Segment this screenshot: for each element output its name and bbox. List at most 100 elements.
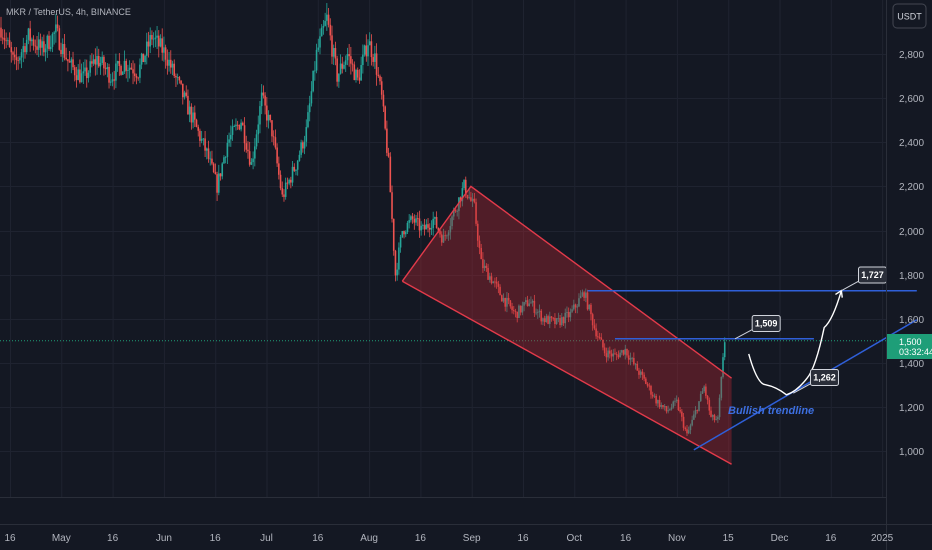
candle-body <box>187 95 189 115</box>
candle-body <box>137 77 139 79</box>
candle-body <box>120 66 122 75</box>
candle-body <box>684 427 687 430</box>
candle-body <box>723 342 726 358</box>
currency-button-label: USDT <box>897 12 922 22</box>
candle-body <box>286 182 289 184</box>
currency-button[interactable]: USDT <box>892 3 927 29</box>
candle-body <box>157 35 160 47</box>
candle-body <box>72 59 74 68</box>
candle-body <box>698 401 700 411</box>
candle-body <box>214 172 217 175</box>
grid <box>0 0 886 497</box>
candle-body <box>44 48 47 53</box>
candle-body <box>161 38 164 53</box>
candle-body <box>576 306 579 308</box>
candle-body <box>13 54 16 58</box>
candle-body <box>449 226 452 233</box>
candle-body <box>571 309 573 312</box>
candle-body <box>327 14 330 25</box>
candle-body <box>169 59 172 68</box>
candle-body <box>662 405 664 408</box>
price-tick-label: 1,000 <box>899 447 924 458</box>
candle-body <box>653 395 656 397</box>
candle-body <box>497 283 500 287</box>
candle-body <box>540 310 543 322</box>
candle-body <box>351 63 354 65</box>
candle-body <box>660 405 663 407</box>
candle-body <box>627 355 630 360</box>
candle-body <box>430 228 433 230</box>
candle-body <box>485 265 488 268</box>
candle-body <box>715 419 717 421</box>
candle-body <box>113 79 115 81</box>
candle-body <box>514 311 517 312</box>
candle-body <box>130 67 133 70</box>
candle-body <box>338 73 340 82</box>
candle-body <box>106 66 109 70</box>
candle-body <box>159 38 162 47</box>
candle-body <box>180 80 182 84</box>
candle-body <box>248 151 251 165</box>
candle-body <box>209 158 212 160</box>
candle-body <box>116 61 119 64</box>
candle-body <box>456 211 458 212</box>
candle-body <box>691 419 693 426</box>
candle-body <box>717 417 719 420</box>
candle-body <box>574 304 577 308</box>
candle-body <box>605 353 608 358</box>
candle-body <box>307 112 309 128</box>
candle-body <box>104 68 107 70</box>
candle-body <box>339 63 342 74</box>
time-tick-label: 16 <box>620 533 632 544</box>
candle-body <box>281 188 284 195</box>
candle-body <box>650 385 652 395</box>
candle-body <box>300 142 302 155</box>
candle-body <box>432 218 434 229</box>
candle-body <box>588 304 591 310</box>
candle-body <box>245 143 248 150</box>
candle-body <box>278 163 280 175</box>
candle-body <box>183 92 186 98</box>
candle-body <box>262 92 265 96</box>
candle-body <box>32 39 35 46</box>
time-axis[interactable]: 16 May 16 Jun 16 Jul 16 Aug 16 Sep 16 Oct 16 Nov 15 Dec… <box>4 533 893 544</box>
candle-body <box>488 276 491 280</box>
price-axis[interactable]: 2,800 2,600 2,400 2,200 2,000 1,800 1,600 1,400… <box>899 50 924 458</box>
candle-body <box>526 300 529 307</box>
candle-body <box>310 91 313 104</box>
candle-body <box>641 371 644 375</box>
candle-body <box>629 357 632 360</box>
candle-body <box>677 399 680 411</box>
candle-body <box>331 35 333 57</box>
candle-body <box>25 39 28 53</box>
candle-body <box>144 55 146 63</box>
candle-body <box>75 75 78 81</box>
candle-body <box>218 173 220 193</box>
current-price-label: 1,500 <box>899 337 922 347</box>
time-tick-label: Dec <box>771 533 789 544</box>
candle-body <box>332 48 335 57</box>
candle-body <box>22 46 25 53</box>
candle-body <box>271 120 273 137</box>
candle-body <box>279 174 282 189</box>
candle-body <box>151 35 153 40</box>
candle-body <box>367 45 369 57</box>
candle-body <box>3 38 6 41</box>
candle-body <box>243 125 246 144</box>
candle-body <box>216 174 218 193</box>
candle-body <box>511 306 513 311</box>
candle-body <box>377 74 380 77</box>
candle-body <box>547 316 549 324</box>
candle-body <box>259 106 261 125</box>
candle-body <box>356 69 359 78</box>
candle-body <box>495 281 498 284</box>
candle-body <box>382 94 385 107</box>
candle-body <box>123 60 126 72</box>
candle-body <box>643 374 645 379</box>
candle-body <box>636 363 639 371</box>
candle-body <box>387 152 390 157</box>
candle-body <box>164 47 167 60</box>
candle-body <box>355 69 357 81</box>
